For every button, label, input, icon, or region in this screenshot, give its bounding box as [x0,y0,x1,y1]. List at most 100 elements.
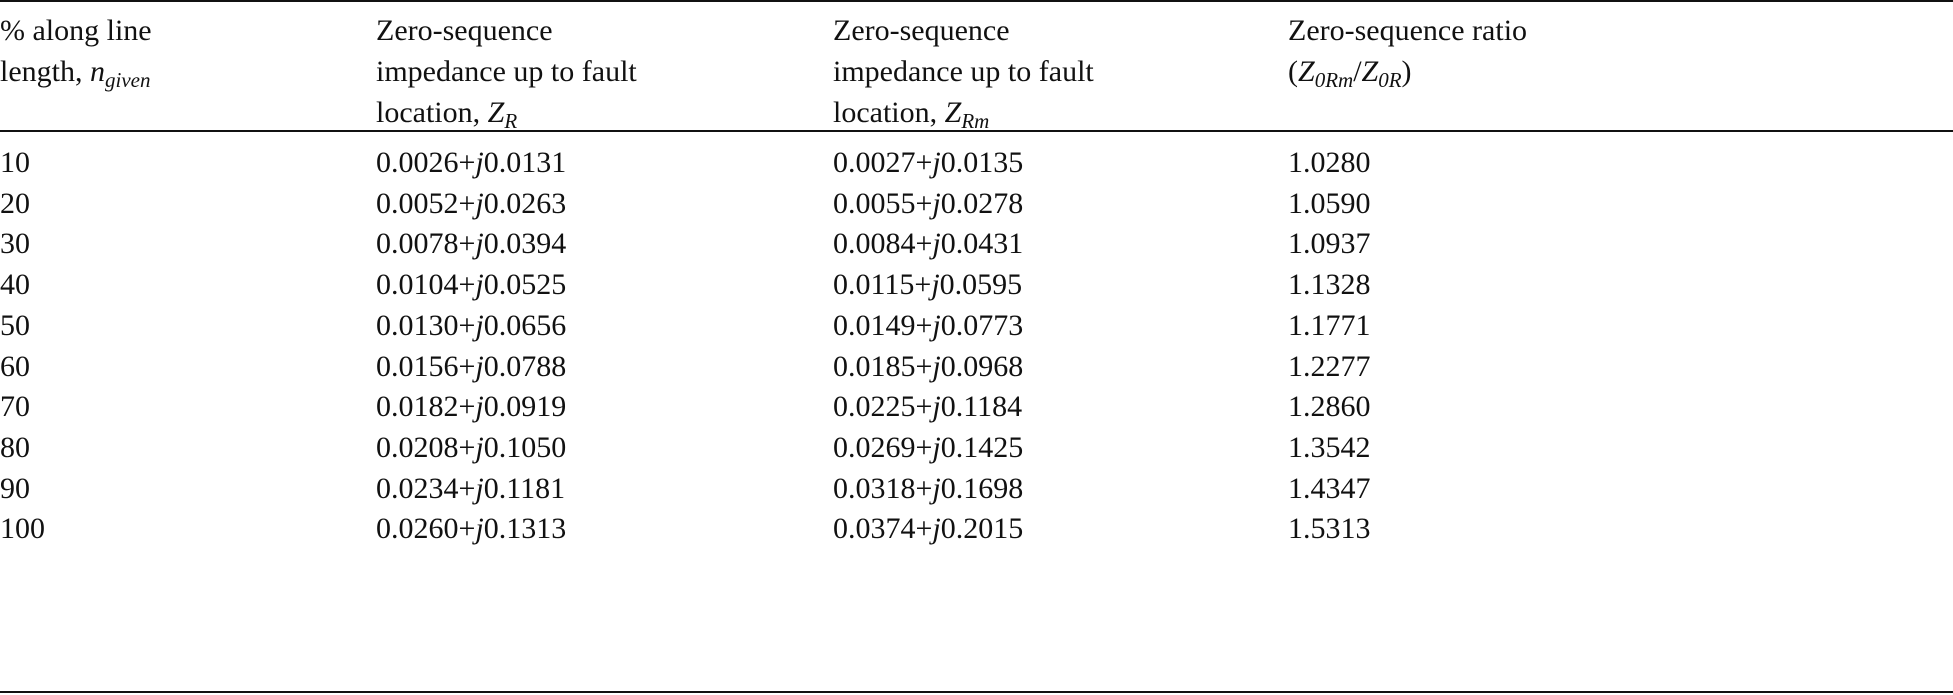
number-part: 0.0130 [376,308,459,342]
imaginary-unit: j [932,186,941,220]
variable: Z [1298,55,1315,88]
table-cell: 0.0185+j0.0968 [833,346,1023,387]
table-cell: 40 [0,268,30,302]
imaginary-unit: j [932,512,941,546]
table-cell: 1.1328 [1288,268,1371,302]
number-part: + [914,268,932,302]
table-cell: 0.0084+j0.0431 [833,223,1023,264]
number-part: + [915,349,933,383]
header-text: Zero-sequence impedance up to fault loca… [376,14,637,129]
top-rule [0,0,1953,2]
number-part: 0.1184 [940,390,1023,424]
number-part: 0.0260 [376,512,459,546]
bottom-rule [0,691,1953,693]
number-part: 0.1050 [483,430,567,464]
number-part: 0.0525 [483,268,567,302]
header-cell: Zero-sequence impedance up to fault loca… [376,10,676,133]
subscript: 0Rm [1314,68,1354,92]
table-cell: 90 [0,471,30,505]
table-cell: 0.0269+j0.1425 [833,427,1023,468]
number-part: 0.0269 [833,430,916,464]
table-cell: 0.0130+j0.0656 [376,305,566,346]
number-part: 0.0026 [376,146,459,179]
number-part: 0.0185 [833,349,916,383]
table-cell: 80 [0,430,30,464]
header-cell: Zero-sequence ratio (Z0Rm/Z0R) [1288,10,1588,92]
number-part: + [915,512,933,546]
variable: Z [944,96,962,129]
number-part: + [915,186,933,220]
header-rule [0,130,1953,132]
number-part: 0.0084 [833,227,916,261]
number-part: 0.2015 [940,512,1024,546]
imaginary-unit: j [932,471,941,505]
table-cell: 0.0149+j0.0773 [833,305,1023,346]
number-part: 0.0078 [376,227,459,261]
table-cell: 0.0234+j0.1181 [376,468,565,509]
number-part: 0.1425 [940,430,1024,464]
number-part: 0.1181 [483,471,566,505]
number-part: 0.0225 [833,390,916,424]
number-part: + [915,471,933,505]
number-part: + [915,146,933,179]
imaginary-unit: j [475,186,484,220]
table-cell: 30 [0,227,30,261]
table-cell: 0.0318+j0.1698 [833,468,1023,509]
header-cell: Zero-sequence impedance up to fault loca… [833,10,1133,133]
table-cell: 0.0026+j0.0131 [376,142,566,183]
number-part: 0.0431 [940,227,1024,261]
number-part: + [458,186,476,220]
number-part: 0.0027 [833,146,916,179]
imaginary-unit: j [475,227,484,261]
imaginary-unit: j [932,390,941,424]
number-part: 0.0394 [483,227,567,261]
table-cell: 0.0208+j0.1050 [376,427,566,468]
table-cell: 0.0260+j0.1313 [376,508,566,549]
table-cell: 0.0374+j0.2015 [833,508,1023,549]
subscript: given [105,68,151,92]
table-cell: 1.4347 [1288,471,1371,505]
number-part: 0.0234 [376,471,459,505]
imaginary-unit: j [931,268,940,302]
subscript: R [504,109,518,133]
number-part: 0.0149 [833,308,916,342]
table-cell: 0.0156+j0.0788 [376,346,566,387]
number-part: 0.0773 [940,308,1024,342]
table-cell: 20 [0,186,30,220]
imaginary-unit: j [932,146,941,179]
imaginary-unit: j [475,308,484,342]
number-part: + [915,390,933,424]
number-part: + [458,512,476,546]
number-part: + [458,430,476,464]
number-part: 0.0263 [483,186,567,220]
imaginary-unit: j [475,390,484,424]
table-cell: 60 [0,349,30,383]
number-part: 0.0656 [483,308,567,342]
number-part: 0.0135 [940,146,1024,179]
number-part: + [915,430,933,464]
number-part: + [458,349,476,383]
imaginary-unit: j [932,349,941,383]
number-part: + [458,308,476,342]
table-cell: 1.5313 [1288,512,1371,546]
number-part: + [458,227,476,261]
number-part: + [915,308,933,342]
imaginary-unit: j [932,308,941,342]
variable: Z [1361,55,1379,88]
number-part: 0.1698 [940,471,1024,505]
number-part: 0.0055 [833,186,916,220]
imaginary-unit: j [475,268,484,302]
table-cell: 0.0052+j0.0263 [376,183,566,224]
number-part: 0.0919 [483,390,567,424]
variable: Z [487,96,505,129]
number-part: 0.0156 [376,349,459,383]
imaginary-unit: j [932,430,941,464]
number-part: + [458,268,476,302]
table-cell: 10 [0,146,30,179]
subscript: 0R [1378,68,1402,92]
number-part: 0.0208 [376,430,459,464]
table-cell: 0.0055+j0.0278 [833,183,1023,224]
number-part: 0.0115 [833,268,915,302]
table-cell: 1.3542 [1288,430,1371,464]
